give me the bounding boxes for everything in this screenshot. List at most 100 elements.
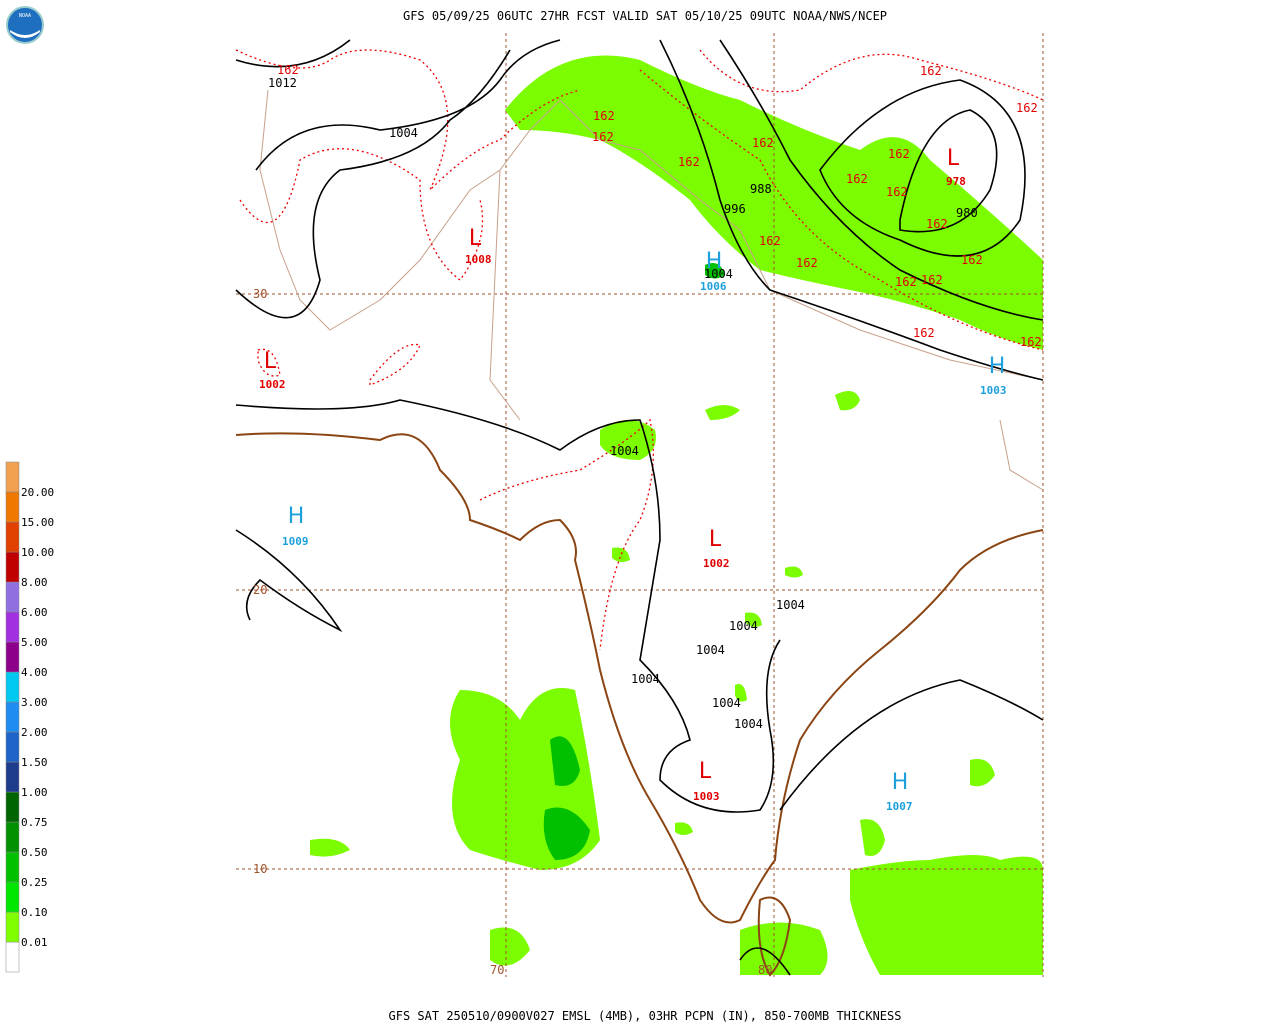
isobar-label: 1004 [776, 598, 805, 612]
thickness-label: 162 [926, 217, 948, 231]
pressure-center-symbol: L [947, 146, 960, 171]
legend-swatch [5, 941, 20, 973]
noaa-logo: NOAA [6, 6, 44, 44]
thickness-label: 162 [1016, 101, 1038, 115]
coastline-srilanka [757, 896, 792, 977]
thickness-label: 162 [920, 64, 942, 78]
legend-label: 10.00 [21, 546, 54, 559]
legend-label: 0.25 [21, 876, 48, 889]
legend-swatch [5, 551, 20, 583]
thickness-label: 162 [961, 253, 983, 267]
coastline [235, 432, 1044, 924]
legend-label: 0.75 [21, 816, 48, 829]
pressure-center-symbol: H [288, 504, 305, 529]
legend-swatch [5, 701, 20, 733]
isobar-label: 1004 [389, 126, 418, 140]
thickness-label: 162 [796, 256, 818, 270]
thickness-label: 162 [277, 63, 299, 77]
thickness-label: 162 [759, 234, 781, 248]
borders [259, 89, 1044, 491]
legend-label: 1.00 [21, 786, 48, 799]
legend-swatch [5, 641, 20, 673]
map-title: GFS 05/09/25 06UTC 27HR FCST VALID SAT 0… [403, 9, 887, 23]
pressure-center-value: 1006 [700, 280, 727, 293]
isobar-label: 996 [724, 202, 746, 216]
pressure-center-symbol: L [469, 226, 482, 251]
isobar-label: 988 [750, 182, 772, 196]
legend-swatch [5, 581, 20, 613]
legend-swatch [5, 491, 20, 523]
legend-swatch [5, 911, 20, 943]
map: L 1008 L 1002 H 1006 L 978 H 1003 H 1009 L 1002 L 1003 H… [235, 33, 1044, 977]
thickness-label: 162 [592, 130, 614, 144]
legend-swatch [5, 731, 20, 763]
logo-text: NOAA [19, 13, 31, 19]
legend-label: 0.50 [21, 846, 48, 859]
legend-label: 2.00 [21, 726, 48, 739]
isobar-label: 1004 [734, 717, 763, 731]
thickness-label: 162 [593, 109, 615, 123]
legend-swatch [5, 671, 20, 703]
pressure-center-symbol: H [989, 354, 1006, 379]
legend-label: 20.00 [21, 486, 54, 499]
longitude-label: 80 [758, 963, 772, 977]
latitude-label: 20 [253, 583, 267, 597]
thickness-label: 162 [846, 172, 868, 186]
isobars [235, 39, 1044, 976]
thickness-label: 162 [888, 147, 910, 161]
thickness-label: 162 [895, 275, 917, 289]
pressure-center-value: 978 [946, 175, 966, 188]
thickness-contours [235, 49, 1044, 651]
pressure-center-value: 1008 [465, 253, 492, 266]
legend-label: 15.00 [21, 516, 54, 529]
thickness-label: 162 [1020, 335, 1042, 349]
isobar-label: 1004 [610, 444, 639, 458]
pressure-center-value: 1009 [282, 535, 309, 548]
thickness-label: 162 [678, 155, 700, 169]
latitude-label: 30 [253, 287, 267, 301]
graticule [236, 33, 1044, 977]
legend-label: 6.00 [21, 606, 48, 619]
pressure-center-value: 1002 [703, 557, 730, 570]
isobar-label: 1004 [704, 267, 733, 281]
thickness-label: 162 [913, 326, 935, 340]
legend-swatch [5, 461, 20, 493]
pressure-center-value: 1003 [693, 790, 720, 803]
legend-label: 0.10 [21, 906, 48, 919]
map-caption: GFS SAT 250510/0900V027 EMSL (4MB), 03HR… [389, 1009, 902, 1023]
thickness-label: 162 [921, 273, 943, 287]
legend-label: 0.01 [21, 936, 48, 949]
pressure-center-symbol: H [706, 249, 723, 274]
legend-swatch [5, 791, 20, 823]
thickness-label: 162 [886, 185, 908, 199]
isobar-label: 1004 [696, 643, 725, 657]
isobar-label: 1004 [712, 696, 741, 710]
legend-label: 4.00 [21, 666, 48, 679]
legend-label: 8.00 [21, 576, 48, 589]
pressure-center-symbol: L [699, 759, 712, 784]
isobar-label: 1004 [631, 672, 660, 686]
pressure-center-symbol: L [709, 527, 722, 552]
legend-swatch [5, 521, 20, 553]
legend-swatch [5, 851, 20, 883]
legend-label: 1.50 [21, 756, 48, 769]
isobar-label: 1012 [268, 76, 297, 90]
legend-label: 5.00 [21, 636, 48, 649]
legend-swatch [5, 821, 20, 853]
pressure-center-symbol: L [264, 349, 277, 374]
longitude-label: 70 [490, 963, 504, 977]
pressure-center-value: 1002 [259, 378, 286, 391]
pressure-center-value: 1007 [886, 800, 913, 813]
pressure-center-value: 1003 [980, 384, 1007, 397]
latitude-label: 10 [253, 862, 267, 876]
legend-swatch [5, 881, 20, 913]
legend-swatch [5, 761, 20, 793]
pressure-center-symbol: H [892, 770, 909, 795]
legend-swatch [5, 611, 20, 643]
isobar-label: 1004 [729, 619, 758, 633]
legend: 0.01 0.10 0.25 0.50 0.75 1.00 1.50 2.00 3.00 4.00… [5, 461, 54, 973]
thickness-label: 162 [752, 136, 774, 150]
isobar-label: 980 [956, 206, 978, 220]
